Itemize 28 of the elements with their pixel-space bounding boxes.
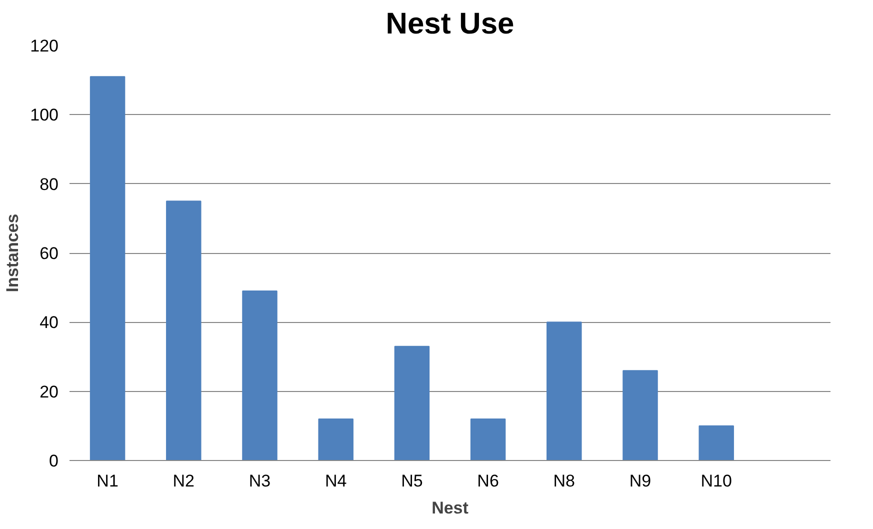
y-tick-label: 40	[40, 313, 59, 332]
x-tick-label: N1	[96, 472, 118, 490]
bar	[622, 370, 658, 460]
bar	[470, 418, 506, 460]
y-tick-label: 60	[40, 244, 59, 263]
chart-title: Nest Use	[386, 8, 514, 40]
bar	[242, 290, 278, 460]
bar	[166, 200, 202, 460]
x-tick-label: N3	[248, 472, 271, 490]
x-tick-label: N4	[324, 472, 347, 490]
y-tick-label: 0	[49, 452, 59, 470]
x-tick-label: N5	[401, 472, 423, 490]
x-tick-label: N10	[700, 472, 732, 490]
x-tick-label: N2	[172, 472, 195, 490]
y-tick-label: 20	[40, 382, 59, 402]
y-axis-title: Instances	[3, 214, 22, 292]
x-tick-label: N6	[477, 472, 499, 490]
bar	[90, 76, 126, 460]
bar	[394, 346, 430, 460]
y-tick-label: 100	[30, 106, 59, 125]
x-axis-title: Nest	[432, 498, 469, 518]
bar	[698, 425, 734, 460]
y-tick-label: 80	[40, 174, 59, 194]
y-tick-label: 120	[30, 36, 59, 56]
bar	[318, 418, 354, 460]
x-tick-label: N9	[629, 472, 652, 490]
bar	[546, 322, 582, 460]
x-tick-label: N8	[553, 472, 576, 490]
